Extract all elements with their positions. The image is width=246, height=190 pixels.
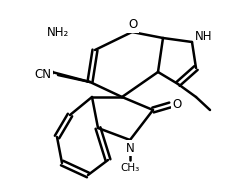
Text: NH: NH <box>195 31 213 44</box>
Text: CH₃: CH₃ <box>120 163 140 173</box>
Text: N: N <box>126 142 134 154</box>
Text: O: O <box>172 98 182 112</box>
Text: NH₂: NH₂ <box>47 26 69 40</box>
Text: O: O <box>128 18 138 32</box>
Text: CN: CN <box>34 69 51 82</box>
